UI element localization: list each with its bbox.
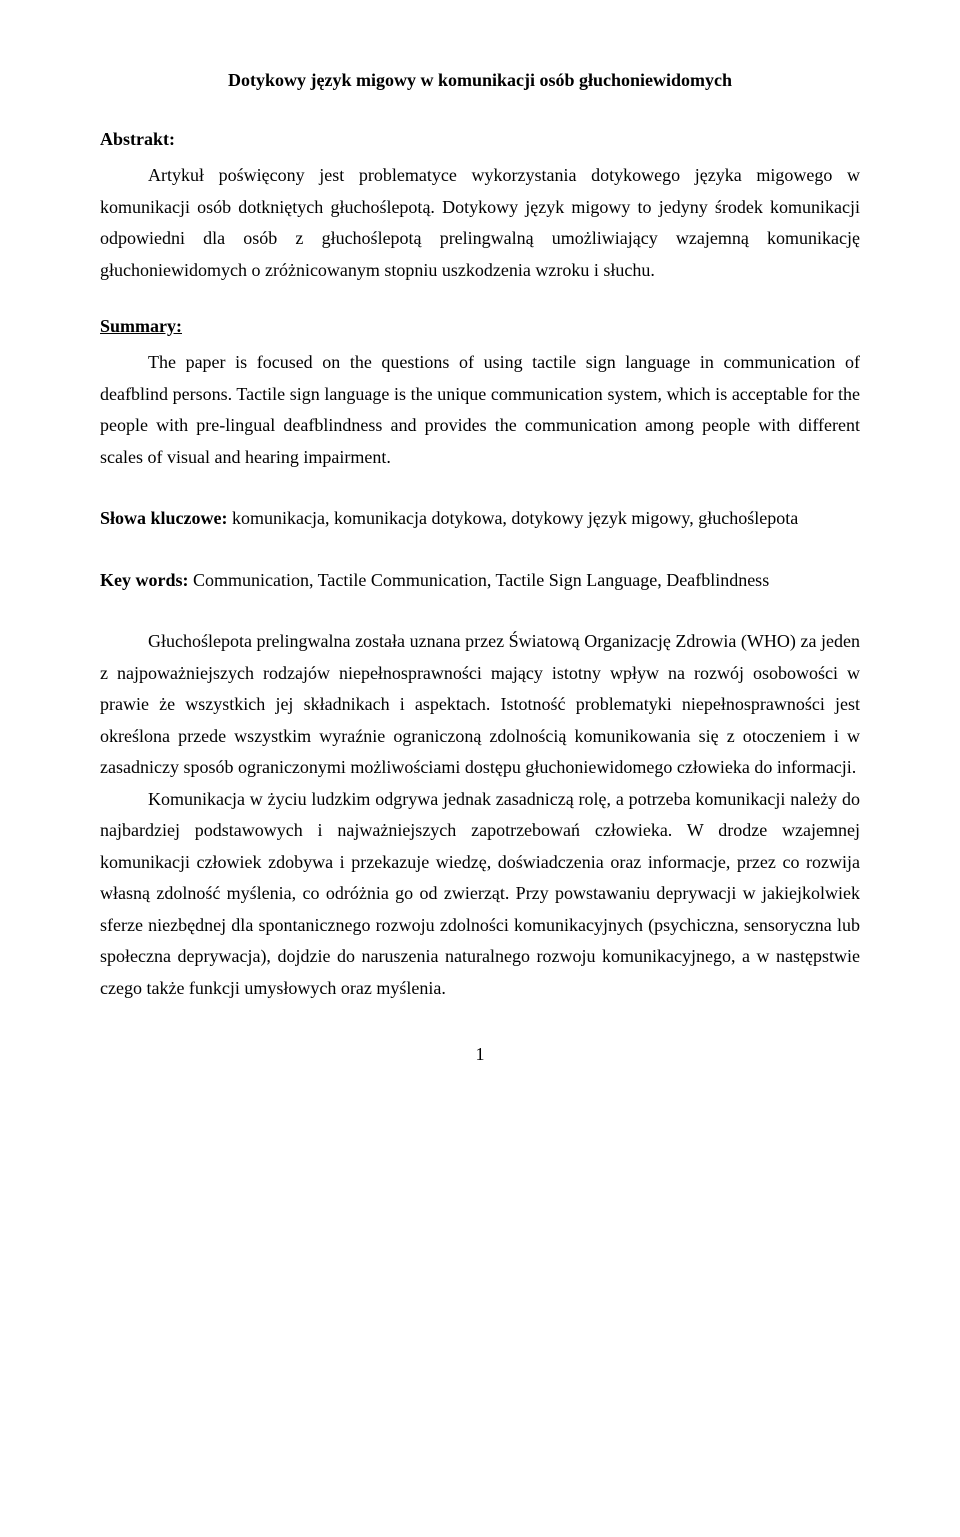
slowa-kluczowe-label: Słowa kluczowe: <box>100 508 228 528</box>
key-words-line: Key words: Communication, Tactile Commun… <box>100 565 860 597</box>
document-page: Dotykowy język migowy w komunikacji osób… <box>0 0 960 1125</box>
summary-label: Summary: <box>100 316 860 337</box>
page-number: 1 <box>100 1044 860 1065</box>
slowa-kluczowe-line: Słowa kluczowe: komunikacja, komunikacja… <box>100 503 860 535</box>
body-paragraph-2: Komunikacja w życiu ludzkim odgrywa jedn… <box>100 784 860 1005</box>
key-words-label: Key words: <box>100 570 189 590</box>
document-title: Dotykowy język migowy w komunikacji osób… <box>100 70 860 91</box>
abstrakt-text: Artykuł poświęcony jest problematyce wyk… <box>100 160 860 286</box>
abstrakt-label: Abstrakt: <box>100 129 860 150</box>
summary-text: The paper is focused on the questions of… <box>100 347 860 473</box>
body-paragraph-1: Głuchoślepota prelingwalna została uznan… <box>100 626 860 784</box>
key-words-text: Communication, Tactile Communication, Ta… <box>189 570 770 590</box>
slowa-kluczowe-text: komunikacja, komunikacja dotykowa, dotyk… <box>228 508 799 528</box>
